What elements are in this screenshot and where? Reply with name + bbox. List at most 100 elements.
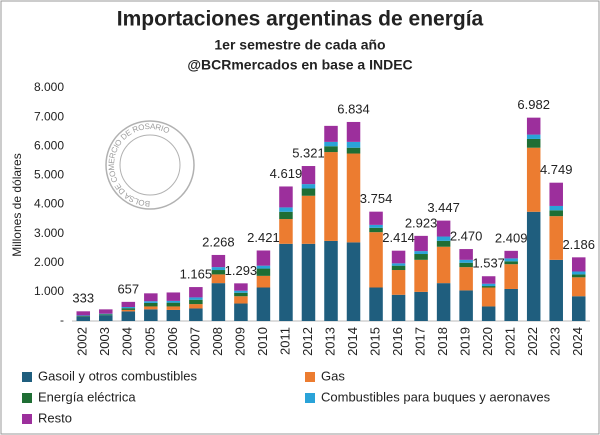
bar-segment [436,240,451,247]
bar-segment [526,211,541,321]
total-label: 2.421 [247,230,280,245]
bar-segment [549,205,563,211]
bar-segment [504,258,518,262]
bar-segment [76,311,91,316]
bar-segment [346,242,361,321]
bar-segment [76,316,91,321]
total-label: 2.186 [562,237,595,252]
x-tick-label: 2005 [142,327,157,356]
total-label: 6.982 [517,97,550,112]
x-tick-label: 2004 [120,327,135,356]
x-tick-label: 2014 [345,327,360,356]
total-label: 2.923 [405,215,438,230]
bar-segment [211,274,226,284]
x-tick-label: 2010 [255,327,270,356]
bar-segment [324,125,338,142]
y-tick-label: 5.000 [34,168,64,182]
bar-segment [121,307,136,309]
bar-segment [346,121,361,142]
bar-segment [144,293,158,302]
x-tick-label: 2011 [277,327,292,355]
bar-segment [211,283,226,321]
bar-segment [481,287,496,307]
bar-segment [526,117,541,135]
x-tick-label: 2006 [165,327,180,356]
y-axis-label: Millones de dólares [10,153,24,256]
bar-segment [301,195,316,244]
bar-segment [481,283,496,287]
bar-segment [391,250,406,264]
x-tick-label: 2017 [413,327,428,356]
total-label: 3.447 [427,200,460,215]
y-tick-label: 1.000 [34,284,64,298]
bar-segment [571,274,586,278]
bar-segment [256,250,271,266]
bar-segment [436,246,451,284]
bar-segment [279,211,293,220]
total-label: 1.165 [180,267,213,282]
bar-segment [301,243,316,321]
bar-segment [234,303,248,321]
total-label: 6.834 [337,101,370,116]
bar-segment [549,216,563,260]
bar-segment [504,288,518,321]
y-tick-label: 7.000 [34,109,64,123]
bar-segment [144,302,158,307]
bar-segment [459,249,473,260]
bar-segment [481,306,496,321]
bar-segment [189,297,203,300]
bar-segment [414,235,428,252]
total-label: 5.321 [292,145,325,160]
bar-segment [391,263,406,266]
watermark-ring [119,134,181,196]
x-tick-label: 2019 [458,327,473,356]
bar-segment [279,186,293,208]
total-label: 3.754 [360,191,393,206]
bar-segment [571,271,586,275]
bar-segment [166,309,181,321]
bar-segment [166,292,181,301]
bar-segment [256,265,271,269]
bar-segment [324,146,338,153]
legend-swatch [305,372,315,382]
total-label: 1.537 [472,256,505,271]
bar-segment [301,166,316,185]
bar-segment [549,259,563,321]
legend-label: Resto [38,410,72,425]
bar-segment [189,308,203,321]
bar-segment [481,276,496,284]
bar-segment [459,262,473,268]
total-label: 2.409 [495,230,528,245]
bar-segment [256,268,271,276]
bar-segment [324,240,338,321]
bar-segment [459,259,473,263]
x-tick-label: 2020 [480,327,495,356]
bar-segment [504,250,518,259]
x-tick-label: 2023 [548,327,563,356]
legend-swatch [22,393,32,403]
y-tick-label: 8.000 [34,80,64,94]
bar-segment [256,287,271,321]
bar-segment [369,287,383,321]
y-tick-label: - [60,313,64,327]
bar-segment [414,259,428,292]
bar-segment [166,302,181,307]
bar-segment [144,309,158,321]
bar-segment [571,277,586,297]
x-tick-label: 2007 [187,327,202,356]
x-tick-label: 2012 [300,327,315,356]
y-tick-label: 3.000 [34,226,64,240]
bar-segment [256,275,271,288]
x-tick-label: 2008 [210,327,225,356]
y-tick-label: 4.000 [34,197,64,211]
bar-segment [526,147,541,212]
bar-segment [99,309,113,314]
bar-segment [324,141,338,147]
bar-segment [526,138,541,148]
legend-swatch [22,372,32,382]
bar-segment [504,264,518,289]
watermark-ring [105,120,195,210]
